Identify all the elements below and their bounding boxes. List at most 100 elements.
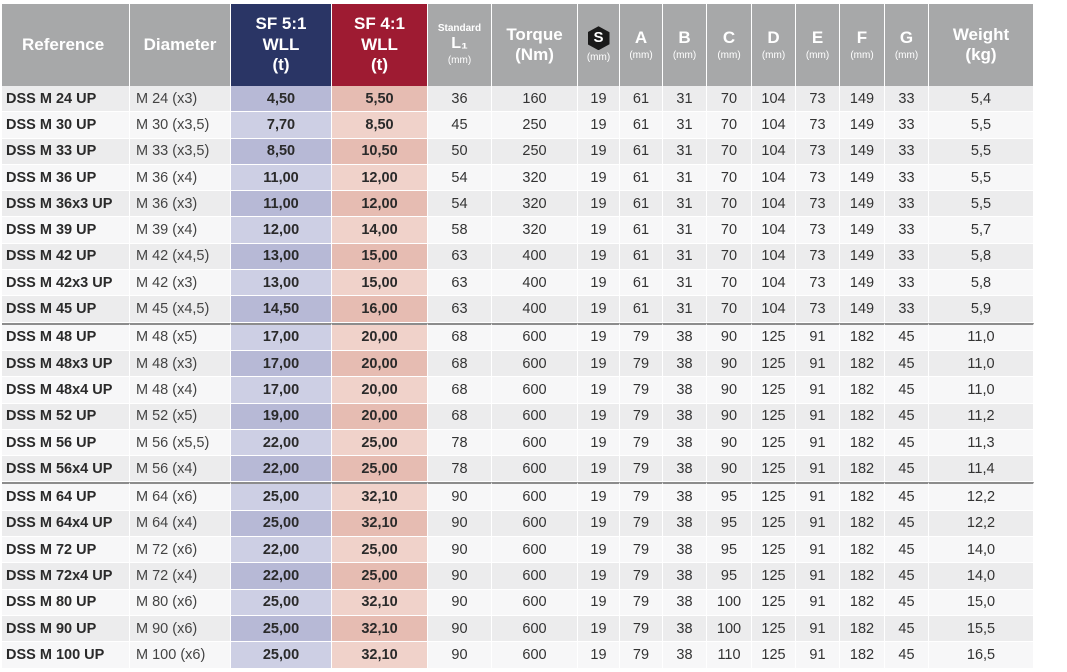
f-cell: 149	[840, 164, 885, 192]
a-cell: 61	[620, 191, 663, 218]
table-row: DSS M 100 UP M 100 (x6) 25,00 32,10 90 600 19 7…	[2, 642, 1034, 669]
torque-cell: 600	[492, 403, 578, 430]
l1-cell: 90	[428, 482, 492, 511]
d-cell: 125	[752, 403, 796, 430]
g-cell: 45	[885, 456, 929, 483]
torque-cell: 600	[492, 377, 578, 404]
b-cell: 38	[663, 403, 707, 430]
sf5-wll-cell: 22,00	[231, 537, 332, 564]
f-cell: 182	[840, 429, 885, 457]
l1-cell: 68	[428, 377, 492, 404]
s-cell: 19	[578, 482, 620, 511]
sf4-wll-cell: 32,10	[332, 510, 428, 538]
g-cell: 45	[885, 403, 929, 430]
sf5-wll-cell: 25,00	[231, 589, 332, 616]
l1-cell: 90	[428, 589, 492, 616]
b-cell: 38	[663, 456, 707, 483]
s-cell: 19	[578, 350, 620, 378]
g-cell: 45	[885, 589, 929, 616]
sf4-wll-cell: 32,10	[332, 589, 428, 616]
a-cell: 61	[620, 164, 663, 192]
s-cell: 19	[578, 191, 620, 218]
sf4-wll-cell: 32,10	[332, 642, 428, 669]
reference-cell: DSS M 64 UP	[2, 482, 130, 511]
g-cell: 45	[885, 377, 929, 404]
b-cell: 38	[663, 377, 707, 404]
c-cell: 90	[707, 403, 752, 430]
f-cell: 182	[840, 563, 885, 590]
e-cell: 73	[796, 86, 840, 113]
weight-cell: 5,5	[929, 138, 1034, 165]
a-cell: 79	[620, 589, 663, 616]
sf4-wll-cell: 25,00	[332, 563, 428, 590]
weight-cell: 5,5	[929, 164, 1034, 192]
d-cell: 125	[752, 482, 796, 511]
diameter-cell: M 33 (x3,5)	[130, 138, 231, 165]
header-sf5-wll: SF 5:1 WLL (t)	[231, 4, 332, 86]
sf5-wll-cell: 22,00	[231, 456, 332, 483]
d-cell: 125	[752, 510, 796, 538]
reference-cell: DSS M 56 UP	[2, 429, 130, 457]
torque-cell: 600	[492, 322, 578, 351]
reference-cell: DSS M 80 UP	[2, 589, 130, 616]
table-row: DSS M 36x3 UP M 36 (x3) 11,00 12,00 54 320 19 6…	[2, 191, 1034, 218]
e-cell: 73	[796, 164, 840, 192]
weight-cell: 5,8	[929, 243, 1034, 271]
c-cell: 90	[707, 322, 752, 351]
d-cell: 125	[752, 350, 796, 378]
b-cell: 38	[663, 322, 707, 351]
s-cell: 19	[578, 164, 620, 192]
d-cell: 104	[752, 296, 796, 323]
s-cell: 19	[578, 217, 620, 244]
torque-cell: 320	[492, 217, 578, 244]
b-cell: 38	[663, 429, 707, 457]
e-cell: 91	[796, 322, 840, 351]
c-cell: 90	[707, 456, 752, 483]
d-cell: 104	[752, 138, 796, 165]
table-row: DSS M 72x4 UP M 72 (x4) 22,00 25,00 90 600 19 7…	[2, 563, 1034, 590]
table-row: DSS M 90 UP M 90 (x6) 25,00 32,10 90 600 19 79 3…	[2, 615, 1034, 643]
sf4-wll-cell: 20,00	[332, 350, 428, 378]
diameter-cell: M 80 (x6)	[130, 589, 231, 616]
sf4-wll-cell: 12,00	[332, 164, 428, 192]
weight-cell: 5,7	[929, 217, 1034, 244]
b-cell: 31	[663, 191, 707, 218]
diameter-cell: M 48 (x5)	[130, 322, 231, 351]
s-cell: 19	[578, 112, 620, 139]
table-row: DSS M 64 UP M 64 (x6) 25,00 32,10 90 600 19 79 3…	[2, 482, 1034, 511]
c-cell: 70	[707, 112, 752, 139]
g-cell: 45	[885, 537, 929, 564]
d-cell: 104	[752, 86, 796, 113]
c-cell: 95	[707, 537, 752, 564]
b-cell: 38	[663, 642, 707, 669]
d-cell: 104	[752, 217, 796, 244]
torque-cell: 400	[492, 243, 578, 271]
a-cell: 79	[620, 350, 663, 378]
d-cell: 125	[752, 589, 796, 616]
s-cell: 19	[578, 243, 620, 271]
e-cell: 73	[796, 191, 840, 218]
torque-cell: 600	[492, 642, 578, 669]
a-cell: 79	[620, 377, 663, 404]
weight-cell: 14,0	[929, 563, 1034, 590]
weight-cell: 5,9	[929, 296, 1034, 323]
s-cell: 19	[578, 456, 620, 483]
f-cell: 149	[840, 191, 885, 218]
s-cell: 19	[578, 270, 620, 297]
sf4-wll-cell: 25,00	[332, 456, 428, 483]
f-cell: 182	[840, 510, 885, 538]
reference-cell: DSS M 64x4 UP	[2, 510, 130, 538]
s-cell: 19	[578, 429, 620, 457]
reference-cell: DSS M 42 UP	[2, 243, 130, 271]
b-cell: 38	[663, 350, 707, 378]
c-cell: 100	[707, 589, 752, 616]
header-reference: Reference	[2, 4, 130, 86]
e-cell: 91	[796, 482, 840, 511]
f-cell: 182	[840, 589, 885, 616]
sf4-wll-cell: 15,00	[332, 243, 428, 271]
g-cell: 33	[885, 191, 929, 218]
c-cell: 70	[707, 270, 752, 297]
c-cell: 100	[707, 615, 752, 643]
weight-cell: 11,4	[929, 456, 1034, 483]
f-cell: 182	[840, 482, 885, 511]
